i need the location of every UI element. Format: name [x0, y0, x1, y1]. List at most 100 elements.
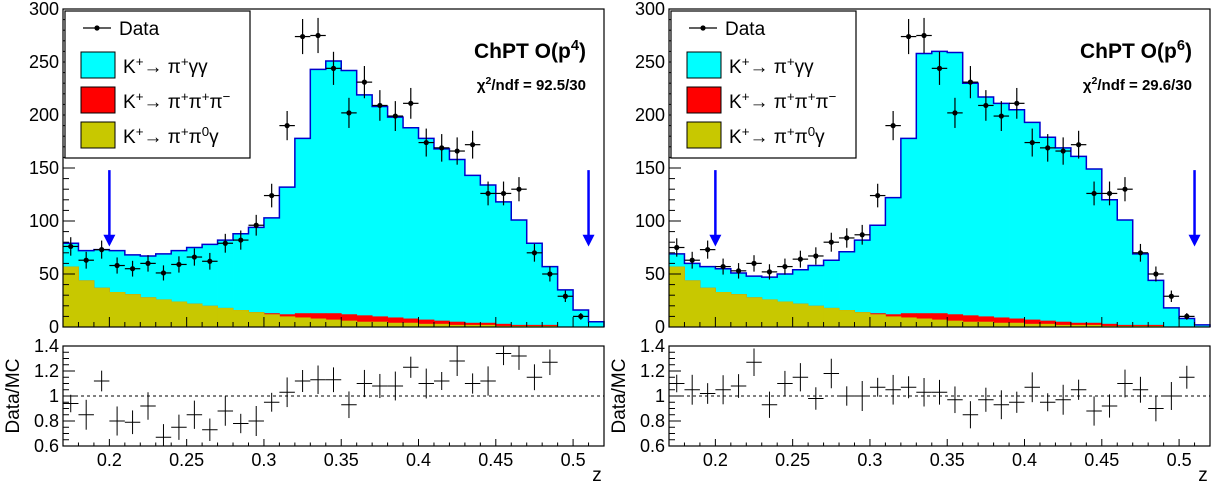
stack-bin [839, 251, 855, 327]
stack-bin [869, 314, 886, 327]
model-title: ChPT O(p4) [474, 38, 586, 63]
data-point [500, 190, 507, 197]
cut-arrow [103, 170, 116, 247]
stack-bin [1009, 109, 1025, 327]
data-point [735, 268, 742, 274]
stack-bin [480, 324, 497, 327]
y-tick-label: 200 [635, 105, 665, 125]
stack-bin [978, 321, 994, 327]
model-title: ChPT O(p6) [1080, 38, 1192, 63]
data-point [967, 79, 974, 85]
x-tick-label: 0.25 [775, 450, 810, 470]
stack-bin [480, 184, 497, 327]
cut-arrow [1188, 170, 1201, 247]
stack-bin [93, 287, 110, 327]
stack-bin [1101, 199, 1118, 327]
x-tick-label: 0.35 [324, 450, 359, 470]
data-point [516, 186, 522, 192]
stack-bin [1055, 324, 1072, 327]
data-point [720, 263, 726, 270]
stack-bin [433, 323, 450, 327]
data-point [454, 148, 460, 154]
data-point [1168, 293, 1174, 299]
y-tick-label: 150 [29, 158, 59, 178]
stack-bin [839, 310, 855, 327]
data-point [1060, 148, 1066, 154]
stack-bin [761, 299, 778, 327]
legend-entry: K+→ π+π+π− [80, 86, 231, 114]
data-point [68, 243, 74, 250]
data-point [782, 263, 788, 270]
y-tick-label: 100 [635, 211, 665, 231]
stack-bin [823, 307, 840, 327]
stack-bin [962, 321, 979, 327]
x-tick-label: 0.5 [561, 450, 586, 470]
stack-bin [526, 243, 543, 327]
stack-bin [263, 217, 280, 327]
data-point [983, 102, 989, 109]
legend: Data K+→ π+γγ K+→ π+π+π− K+→ π+π0γ [670, 10, 857, 159]
legend-label: K+→ π+π+π− [123, 89, 231, 114]
data-point [253, 222, 259, 228]
y-tick-label: 200 [29, 105, 59, 125]
data-point [921, 32, 927, 39]
legend-entry: K+→ π+π0γ [686, 121, 825, 149]
left-panel-o-p4: 0 50 100 150 200 250 300 0.6 0.8 1 1.2 1.4 0.2 0.25 0.… [3, 0, 605, 486]
stack-bin [310, 69, 327, 328]
data-point [936, 65, 943, 71]
x-tick-label: 0.3 [857, 450, 882, 470]
x-tick-label: 0.25 [169, 450, 204, 470]
stack-bin [294, 317, 311, 327]
ratio-tick-label: 1.2 [34, 361, 59, 381]
stack-bin [341, 320, 358, 327]
data-point [346, 110, 352, 116]
fit-quality: χ2/ndf = 92.5/30 [477, 75, 586, 94]
data-point [160, 270, 167, 276]
data-point [859, 232, 865, 238]
data-point [562, 293, 568, 299]
stack-bin [1194, 324, 1211, 327]
stack-bin [325, 319, 342, 327]
y-tick-label: 300 [29, 0, 59, 19]
legend-label: Data [119, 19, 160, 40]
data-point [470, 142, 476, 148]
stack-pi-pi0-gamma [63, 266, 559, 327]
stack-bin [372, 106, 388, 328]
stack-bin [248, 312, 265, 327]
stack-bin [356, 315, 373, 327]
data-point [439, 145, 445, 151]
stack-bin [962, 83, 979, 327]
stack-bin [403, 127, 419, 327]
data-point [191, 254, 197, 260]
stack-bin [109, 292, 126, 327]
stack-bin [993, 103, 1010, 327]
x-tick-label: 0.4 [406, 450, 431, 470]
ratio-tick-label: 1.4 [640, 336, 665, 356]
ratio-points [63, 346, 558, 446]
right-panel-o-p6: 0 50 100 150 200 250 300 0.6 0.8 1 1.2 1.4 0.2 0.25 0.… [609, 0, 1211, 486]
data-points [63, 17, 589, 320]
data-point [99, 247, 105, 253]
stack-bin [217, 307, 234, 327]
stack-bin [557, 289, 574, 327]
stack-bin [387, 117, 404, 328]
stack-bin [730, 294, 747, 327]
data-point [299, 33, 306, 40]
cut-arrow [582, 170, 595, 247]
stack-bin [495, 323, 512, 327]
stack-bin [669, 266, 685, 327]
stack-bin [1039, 137, 1056, 327]
legend-entry: K+→ π+γγ [686, 51, 814, 79]
stack-bin [947, 52, 964, 328]
stack-bin [464, 324, 481, 327]
stack-bin [1039, 323, 1056, 327]
stack-bin [900, 138, 917, 327]
stack-bin [356, 94, 373, 327]
data-point [408, 100, 414, 106]
stack-bin [155, 299, 172, 327]
stack-bin [900, 317, 917, 327]
ratio-tick-label: 1 [49, 386, 59, 406]
data-point [905, 33, 912, 40]
stack-bin [418, 138, 435, 327]
stack-bin [993, 317, 1010, 327]
